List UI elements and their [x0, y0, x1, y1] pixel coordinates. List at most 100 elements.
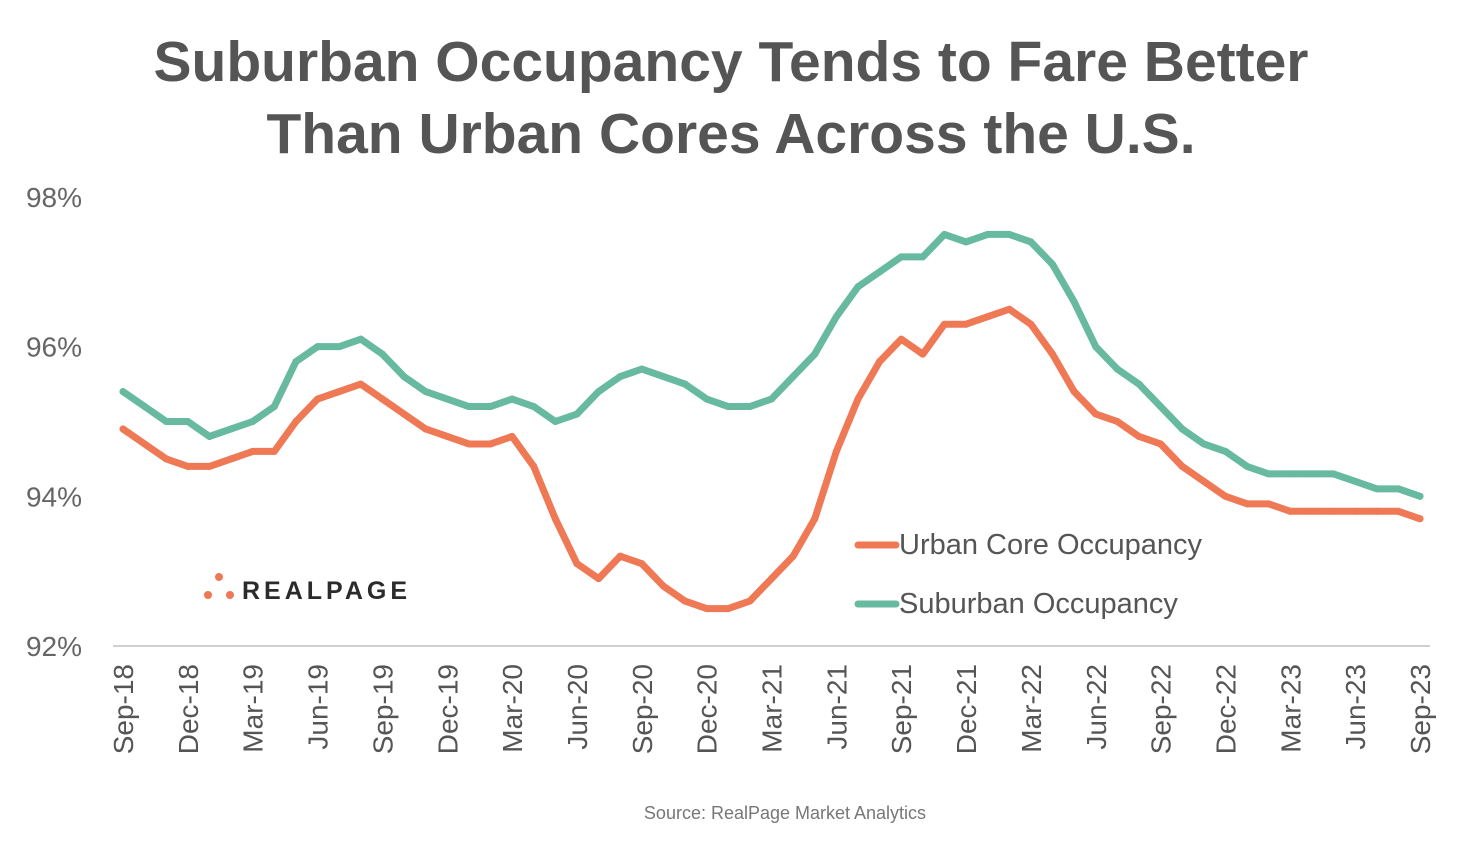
- data-point: [832, 313, 840, 321]
- data-point: [378, 395, 386, 403]
- data-point: [854, 395, 862, 403]
- data-point: [876, 268, 884, 276]
- data-point: [249, 447, 257, 455]
- x-tick-label: Dec-18: [173, 664, 204, 754]
- data-point: [1092, 410, 1100, 418]
- data-point: [227, 425, 235, 433]
- x-tick-label: Jun-21: [821, 664, 852, 750]
- data-point: [789, 373, 797, 381]
- x-tick-label: Dec-19: [432, 664, 463, 754]
- data-point: [1027, 238, 1035, 246]
- data-point: [249, 418, 257, 425]
- data-point: [119, 388, 127, 396]
- x-tick-label: Jun-23: [1340, 664, 1371, 750]
- data-point: [465, 403, 473, 411]
- data-point: [1157, 403, 1165, 411]
- x-tick-label: Sep-21: [886, 664, 917, 754]
- chart-title-line-1: Suburban Occupancy Tends to Fare Better: [153, 30, 1309, 94]
- x-tick-label: Mar-19: [238, 664, 269, 753]
- data-point: [616, 552, 624, 560]
- data-point: [443, 432, 451, 440]
- data-point: [724, 403, 732, 411]
- data-point: [1005, 230, 1013, 238]
- data-point: [876, 358, 884, 366]
- data-point: [1135, 432, 1143, 440]
- data-point: [573, 560, 581, 568]
- legend: Urban Core Occupancy Suburban Occupancy: [854, 529, 1203, 620]
- data-point: [984, 230, 992, 238]
- data-point: [141, 440, 149, 448]
- data-point: [1113, 365, 1121, 373]
- data-point: [1135, 380, 1143, 388]
- data-point: [940, 320, 948, 328]
- data-point: [1221, 492, 1229, 500]
- data-point: [1113, 418, 1121, 425]
- data-point: [746, 597, 754, 605]
- y-tick-label: 94%: [26, 481, 82, 512]
- data-point: [1049, 350, 1057, 358]
- data-point: [659, 582, 667, 590]
- x-tick-label: Dec-21: [951, 664, 982, 754]
- data-point: [703, 605, 711, 613]
- data-point: [162, 418, 170, 425]
- data-point: [292, 358, 300, 366]
- chart-title: Suburban Occupancy Tends to Fare Better …: [0, 26, 1462, 170]
- data-point: [1265, 500, 1273, 508]
- data-point: [551, 515, 559, 523]
- data-point: [1351, 477, 1359, 485]
- data-point: [1200, 440, 1208, 448]
- data-point: [227, 455, 235, 463]
- source-note: Source: RealPage Market Analytics: [644, 803, 926, 823]
- x-tick-label: Mar-20: [497, 664, 528, 753]
- x-tick-label: Jun-20: [562, 664, 593, 750]
- data-point: [1351, 507, 1359, 515]
- data-point: [962, 238, 970, 246]
- data-point: [897, 335, 905, 343]
- data-point: [1243, 500, 1251, 508]
- data-point: [789, 552, 797, 560]
- data-point: [638, 560, 646, 568]
- data-point: [141, 403, 149, 411]
- data-point: [1394, 507, 1402, 515]
- data-point: [1005, 305, 1013, 313]
- data-point: [1286, 470, 1294, 478]
- x-tick-label: Jun-22: [1081, 664, 1112, 750]
- data-point: [811, 515, 819, 523]
- x-tick-label: Jun-19: [303, 664, 334, 750]
- data-point: [1286, 507, 1294, 515]
- data-point: [919, 253, 927, 261]
- data-point: [854, 283, 862, 291]
- y-tick-label: 96%: [26, 332, 82, 363]
- data-point: [573, 410, 581, 418]
- data-point: [703, 395, 711, 403]
- data-point: [746, 403, 754, 411]
- data-point: [314, 395, 322, 403]
- data-point: [1308, 507, 1316, 515]
- y-tick-label: 92%: [26, 631, 82, 662]
- series-line: [119, 305, 1424, 613]
- x-tick-label: Mar-22: [1016, 664, 1047, 753]
- data-point: [205, 432, 213, 440]
- data-point: [378, 350, 386, 358]
- data-point: [595, 575, 603, 583]
- data-point: [1243, 462, 1251, 470]
- series-group: [119, 230, 1424, 613]
- data-point: [335, 388, 343, 396]
- data-point: [551, 418, 559, 425]
- data-point: [659, 373, 667, 381]
- data-point: [811, 350, 819, 358]
- series-line: [119, 230, 1424, 500]
- data-point: [1070, 388, 1078, 396]
- data-point: [768, 575, 775, 583]
- data-point: [162, 455, 170, 463]
- data-point: [422, 388, 430, 396]
- data-point: [1178, 462, 1186, 470]
- data-point: [962, 320, 970, 328]
- logo-dot: [215, 573, 223, 581]
- data-point: [1178, 425, 1186, 433]
- y-axis: 92% 94% 96% 98%: [26, 182, 82, 662]
- data-point: [1070, 298, 1078, 306]
- data-point: [184, 418, 192, 425]
- x-tick-label: Sep-18: [108, 664, 139, 754]
